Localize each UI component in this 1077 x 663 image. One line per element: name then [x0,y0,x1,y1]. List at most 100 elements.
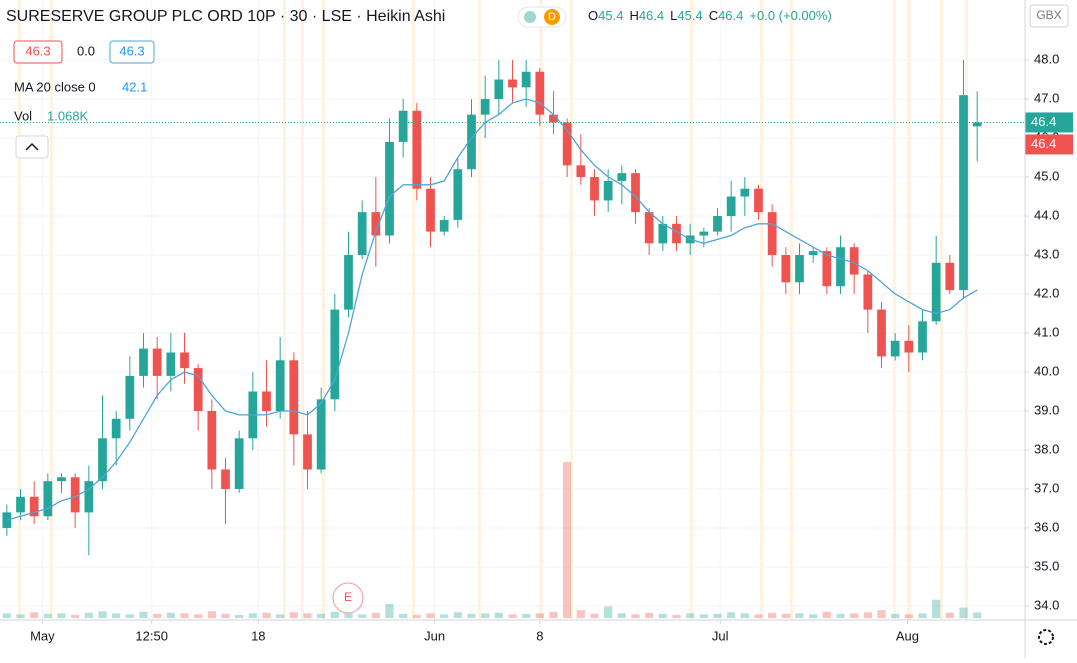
volume-bar [768,612,777,618]
badge-label: D [548,11,556,23]
collapse-button[interactable] [15,135,49,159]
volume-bar [289,612,298,618]
candle-body [43,481,53,517]
candle-body [863,274,873,310]
candle-body [508,79,517,88]
ohlc-value: 45.4 [598,8,623,23]
candle-body [221,469,230,489]
currency: GBX [1036,8,1061,22]
volume-bar [494,612,503,618]
candle-body [836,247,845,287]
candle-body [713,216,722,232]
collapse-icon [25,142,39,151]
x-tick-label: 12:50 [135,628,168,643]
volume-bar [617,613,626,618]
volume-bar [371,612,380,618]
candle-body [467,114,476,170]
candle-body [152,348,162,376]
volume-bar [781,613,790,618]
volume-bar [43,613,52,618]
volume-bar [98,611,107,618]
y-tick-label: 34.0 [1034,597,1059,612]
volume-bar [727,612,736,618]
candle-body [781,255,791,283]
session-band [893,0,896,620]
y-tick-label: 45.0 [1034,168,1059,183]
volume-bar [932,599,941,618]
candle-body [890,340,900,357]
event-label: E [344,590,352,604]
ask-box[interactable] [109,40,155,64]
legend: SURESERVE GROUP PLC ORD 10P · 30 · LSE ·… [6,4,1069,645]
candle-body [480,99,490,115]
close-price-label: 46.4 [1031,136,1056,151]
volume-bar [795,613,804,618]
candle-body [590,177,599,201]
volume-bar [604,606,613,618]
ohlc-key: O [588,8,598,23]
volume-bar [385,603,394,618]
volume-bar [344,613,353,618]
bid-box[interactable] [13,40,63,64]
candle-body [549,114,558,123]
volume-bar [904,614,913,618]
candle-body [494,79,504,100]
candle-body [234,438,244,489]
candle-body [330,309,340,400]
candle-body [931,262,941,322]
candle-body [740,188,750,197]
session-band [50,0,53,620]
candle-body [371,212,381,236]
symbol-title: SURESERVE GROUP PLC ORD 10P · 30 · LSE ·… [6,8,445,25]
candle-body [412,110,422,189]
volume-bar [276,614,285,618]
candle-body [139,348,148,376]
session-band [570,0,573,620]
y-tick-label: 41.0 [1034,324,1059,339]
volume-bar [631,614,640,618]
x-tick-label: 18 [251,628,265,643]
volume-bar [713,613,722,618]
volume-bar [57,613,66,618]
volume-bar [317,613,326,618]
volume-bar [16,614,25,618]
volume-bar [412,614,421,618]
volume-bar [71,614,80,618]
candle-body [275,360,285,411]
ohlc-key: C [709,8,718,23]
volume-bar [959,607,968,618]
ma-legend-value: 42.1 [122,79,147,94]
ohlc-value: 46.4 [718,8,743,23]
event-marker[interactable] [332,582,364,614]
volume-bar [973,612,982,618]
settings-icon[interactable] [1038,629,1054,645]
candle-body [945,262,955,291]
candle-body [535,71,545,115]
volume-bar [481,613,490,618]
volume-bar [522,613,531,618]
volume-bar [153,613,162,618]
y-tick-label: 38.0 [1034,441,1059,456]
candle-body [289,360,299,435]
volume-bar [535,613,544,618]
candle-body [808,251,818,256]
volume-bar [180,613,189,618]
session-band [283,0,286,620]
volume-bar [84,612,93,618]
volume-bar [576,610,585,618]
volume-bar [686,613,695,618]
candle-body [453,169,463,220]
currency-box[interactable] [1029,4,1069,28]
ask: 46.3 [119,43,144,58]
y-tick-label: 42.0 [1034,285,1059,300]
candle-body [344,255,353,310]
ohlc-key: L [670,8,677,23]
session-band [790,0,793,620]
y-tick-label: 40.0 [1034,363,1059,378]
volume-bar [166,612,175,618]
volume-bar [836,613,845,618]
volume-bar [754,614,763,618]
session-band [690,0,693,620]
session-band [965,0,968,620]
